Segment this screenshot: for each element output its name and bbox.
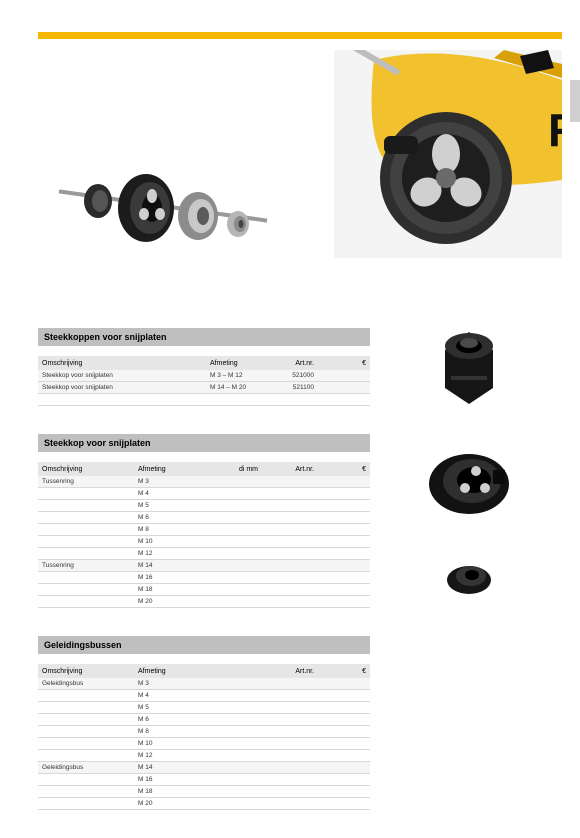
table-cell: 521000: [262, 372, 318, 379]
top-accent-bar: [38, 32, 562, 39]
table-cell: M 20: [134, 800, 204, 807]
table-row: M 5: [38, 702, 370, 714]
table-cell: M 4: [134, 490, 204, 497]
column-header: €: [318, 360, 370, 367]
table-cell: M 16: [134, 574, 204, 581]
column-header: Afmeting: [134, 668, 204, 675]
table-row: M 10: [38, 738, 370, 750]
table-row: M 20: [38, 798, 370, 810]
table-title: Geleidingsbussen: [44, 640, 122, 650]
table-cell: M 10: [134, 740, 204, 747]
hero-image-tool: R: [334, 50, 562, 258]
table-row: M 5: [38, 500, 370, 512]
table-row: M 4: [38, 690, 370, 702]
table-body: TussenringM 3M 4M 5M 6M 8M 10M 12Tussenr…: [38, 476, 370, 608]
table-row: M 18: [38, 786, 370, 798]
product-table: Steekkoppen voor snijplatenOmschrijvingA…: [38, 328, 370, 406]
table-cell: M 6: [134, 514, 204, 521]
table-row: M 6: [38, 512, 370, 524]
table-cell: Steekkop voor snijplaten: [38, 384, 206, 391]
table-title-bar: Geleidingsbussen: [38, 636, 370, 654]
table-cell: M 5: [134, 704, 204, 711]
table-row: M 12: [38, 548, 370, 560]
table-cell: Tussenring: [38, 478, 134, 485]
table-cell: Tussenring: [38, 562, 134, 569]
column-header: Afmeting: [206, 360, 262, 367]
table-row: M 6: [38, 714, 370, 726]
table-row: M 12: [38, 750, 370, 762]
table-row: M 16: [38, 572, 370, 584]
table-row: GeleidingsbusM 14: [38, 762, 370, 774]
table-cell: M 8: [134, 728, 204, 735]
thumb-tussenring: [414, 448, 524, 520]
side-tab: [570, 80, 580, 122]
tables-column: Steekkoppen voor snijplatenOmschrijvingA…: [38, 328, 370, 838]
table-row: M 20: [38, 596, 370, 608]
table-body: Steekkop voor snijplatenM 3 – M 12521000…: [38, 370, 370, 406]
table-row: [38, 394, 370, 406]
table-cell: M 16: [134, 776, 204, 783]
table-cell: 521100: [262, 384, 318, 391]
table-cell: M 18: [134, 788, 204, 795]
table-row: M 18: [38, 584, 370, 596]
table-cell: M 8: [134, 526, 204, 533]
table-row: TussenringM 3: [38, 476, 370, 488]
table-cell: M 12: [134, 550, 204, 557]
product-table: Steekkop voor snijplaten OmschrijvingAfme…: [38, 434, 370, 608]
table-cell: M 3: [134, 680, 204, 687]
table-cell: M 10: [134, 538, 204, 545]
table-title: Steekkop voor snijplaten: [44, 438, 151, 448]
table-header-row: OmschrijvingAfmeting Art.nr.€: [38, 664, 370, 678]
table-row: TussenringM 14: [38, 560, 370, 572]
table-cell: Steekkop voor snijplaten: [38, 372, 206, 379]
column-header: Art.nr.: [262, 668, 318, 675]
table-row: M 8: [38, 524, 370, 536]
table-cell: M 20: [134, 598, 204, 605]
table-cell: M 14: [134, 764, 204, 771]
table-cell: M 18: [134, 586, 204, 593]
side-thumbnails: [406, 320, 532, 636]
table-row: M 4: [38, 488, 370, 500]
catalog-page: R: [0, 0, 580, 820]
table-cell: M 4: [134, 692, 204, 699]
thumb-bus: [414, 558, 524, 598]
product-table: Geleidingsbussen OmschrijvingAfmeting Art.…: [38, 636, 370, 810]
table-header-row: OmschrijvingAfmetingArt.nr.€: [38, 356, 370, 370]
svg-text:R: R: [548, 104, 562, 156]
table-cell: M 14 – M 20: [206, 384, 262, 391]
column-header: di mm: [204, 466, 262, 473]
table-title-bar: Steekkoppen voor snijplaten: [38, 328, 370, 346]
table-title: Steekkoppen voor snijplaten: [44, 332, 167, 342]
table-row: Steekkop voor snijplatenM 3 – M 12521000: [38, 370, 370, 382]
table-header-row: OmschrijvingAfmetingdi mmArt.nr.€: [38, 462, 370, 476]
table-cell: M 5: [134, 502, 204, 509]
table-cell: M 12: [134, 752, 204, 759]
hero-image-dies: [58, 148, 268, 268]
thumb-steekkop: [414, 320, 524, 410]
column-header: Omschrijving: [38, 466, 134, 473]
table-cell: Geleidingsbus: [38, 764, 134, 771]
column-header: €: [318, 668, 370, 675]
column-header: Afmeting: [134, 466, 204, 473]
table-cell: M 3 – M 12: [206, 372, 262, 379]
table-row: GeleidingsbusM 3: [38, 678, 370, 690]
column-header: Art.nr.: [262, 466, 318, 473]
table-cell: M 14: [134, 562, 204, 569]
column-header: Omschrijving: [38, 668, 134, 675]
table-row: M 16: [38, 774, 370, 786]
table-row: Steekkop voor snijplatenM 14 – M 2052110…: [38, 382, 370, 394]
table-row: M 8: [38, 726, 370, 738]
table-cell: Geleidingsbus: [38, 680, 134, 687]
table-title-bar: Steekkop voor snijplaten: [38, 434, 370, 452]
table-cell: M 6: [134, 716, 204, 723]
table-cell: M 3: [134, 478, 204, 485]
table-body: GeleidingsbusM 3M 4M 5M 6M 8M 10M 12Gele…: [38, 678, 370, 810]
column-header: €: [318, 466, 370, 473]
column-header: Art.nr.: [262, 360, 318, 367]
column-header: Omschrijving: [38, 360, 206, 367]
table-row: M 10: [38, 536, 370, 548]
